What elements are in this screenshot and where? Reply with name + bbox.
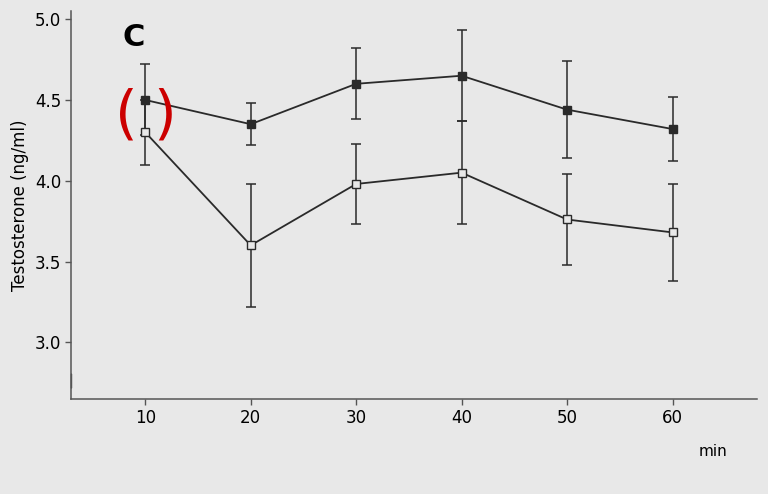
Text: min: min <box>699 444 727 459</box>
Text: ): ) <box>153 87 176 145</box>
Text: C: C <box>123 23 145 52</box>
Text: (: ( <box>115 87 137 145</box>
Y-axis label: Testosterone (ng/ml): Testosterone (ng/ml) <box>11 119 29 290</box>
